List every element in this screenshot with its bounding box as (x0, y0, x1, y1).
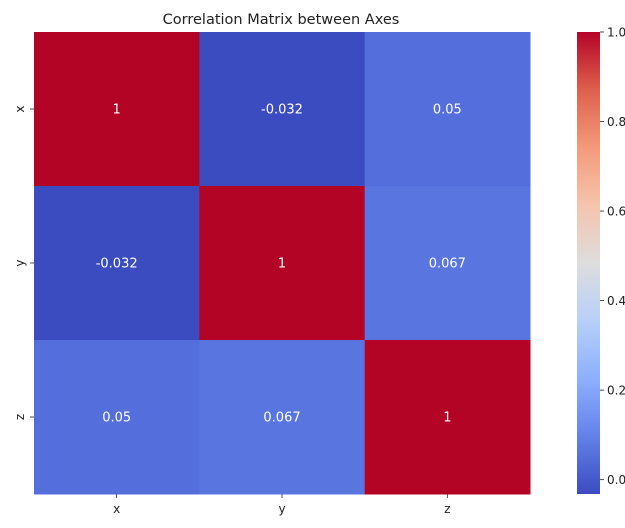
cell-annotation: 1 (443, 411, 451, 426)
heatmap-cell (34, 340, 200, 495)
y-axis: x y z (13, 105, 34, 420)
y-tick-label: y (13, 259, 27, 266)
x-tick-label: y (278, 502, 285, 516)
heatmap-cell (34, 32, 200, 187)
colorbar-gradient (577, 32, 600, 494)
heatmap-cells (34, 32, 531, 495)
cell-annotation: 0.067 (263, 411, 300, 426)
heatmap-annotations: 1 -0.032 0.05 -0.032 1 0.067 0.05 0.067 1 (96, 103, 466, 426)
x-tick-label: z (444, 502, 450, 516)
x-axis: x y z (113, 494, 450, 516)
cell-annotation: 0.05 (433, 103, 462, 118)
colorbar-tick-label: 0.4 (607, 294, 625, 308)
chart-title: Correlation Matrix between Axes (163, 12, 400, 28)
colorbar: 0.0 0.2 0.4 0.6 0.8 1.0 (577, 26, 625, 494)
colorbar-tick-label: 1.0 (607, 26, 625, 40)
colorbar-tick-label: 0.6 (607, 205, 625, 219)
cell-annotation: 0.067 (429, 257, 466, 272)
colorbar-tick-label: 0.2 (607, 384, 625, 398)
cell-annotation: -0.032 (96, 257, 138, 272)
cell-annotation: 0.05 (102, 411, 131, 426)
heatmap-cell (199, 32, 366, 187)
heatmap-cell (364, 340, 531, 495)
y-tick-label: x (13, 105, 27, 112)
heatmap-cell (364, 186, 531, 341)
heatmap-cell (34, 186, 200, 341)
cell-annotation: 1 (113, 103, 121, 118)
colorbar-tick-label: 0.0 (607, 473, 625, 487)
heatmap-cell (199, 340, 366, 495)
cell-annotation: 1 (278, 257, 286, 272)
heatmap-cell (364, 32, 531, 187)
colorbar-tick-label: 0.8 (607, 115, 625, 129)
heatmap-cell (199, 186, 366, 341)
cell-annotation: -0.032 (261, 103, 303, 118)
x-tick-label: x (113, 502, 120, 516)
y-tick-label: z (13, 414, 27, 420)
